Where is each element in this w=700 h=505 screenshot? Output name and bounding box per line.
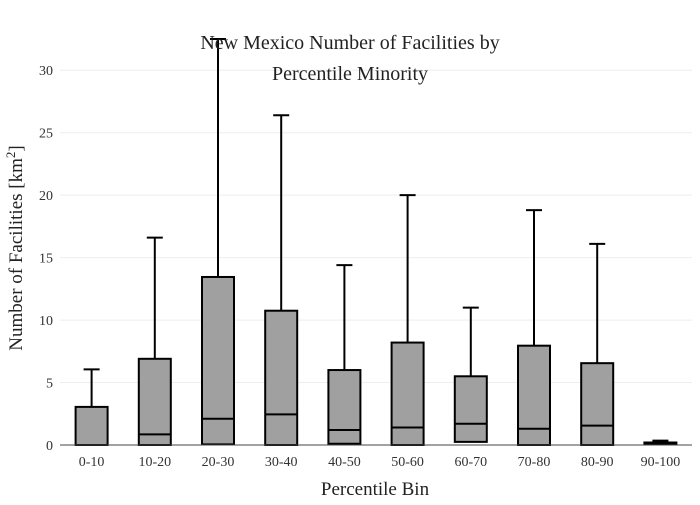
box-body <box>74 405 109 447</box>
box-20-30 <box>201 38 235 446</box>
x-tick-label: 30-40 <box>265 455 298 470</box>
y-axis-title-main: Number of Facilities [km <box>6 158 27 351</box>
x-tick-label: 90-100 <box>641 455 681 470</box>
y-axis-title-end: ] <box>6 145 27 151</box>
box-40-50 <box>327 264 362 445</box>
x-tick-label: 40-50 <box>328 455 361 470</box>
x-tick-label: 60-70 <box>454 455 487 470</box>
y-tick-labels: 0 5 10 15 20 25 30 <box>39 64 53 454</box>
x-tick-label: 0-10 <box>79 455 105 470</box>
y-tick-label: 0 <box>46 439 53 454</box>
y-tick-label: 25 <box>39 127 53 142</box>
box-layer <box>74 38 678 447</box>
box-body <box>137 357 172 446</box>
box-50-60 <box>390 194 425 446</box>
box-70-80 <box>517 209 551 446</box>
y-tick-label: 10 <box>39 314 53 329</box>
box-90-100 <box>643 439 678 446</box>
x-tick-label: 10-20 <box>138 455 171 470</box>
box-body <box>201 275 235 446</box>
x-tick-label: 50-60 <box>391 455 424 470</box>
x-axis-title: Percentile Bin <box>321 479 430 500</box>
x-tick-labels: 0-10 10-20 20-30 30-40 40-50 50-60 60-70 70-80 8… <box>79 455 680 470</box>
box-80-90 <box>580 242 615 446</box>
box-body <box>580 362 615 446</box>
y-tick-label: 15 <box>39 252 53 267</box>
y-tick-label: 30 <box>39 64 53 79</box>
box-30-40 <box>264 114 299 447</box>
box-body <box>390 341 425 446</box>
box-10-20 <box>137 236 172 446</box>
x-tick-label: 80-90 <box>581 455 614 470</box>
y-axis-title-sup: 2 <box>3 152 18 159</box>
box-body <box>453 375 488 443</box>
y-tick-label: 5 <box>46 377 53 392</box>
x-tick-label: 20-30 <box>202 455 235 470</box>
box-body <box>264 309 299 447</box>
y-axis-title: Number of Facilities [km2] <box>3 145 27 350</box>
box-body <box>517 344 551 446</box>
box-60-70 <box>453 306 488 443</box>
box-0-10 <box>74 368 109 447</box>
x-tick-label: 70-80 <box>518 455 551 470</box>
box-body <box>327 369 362 445</box>
y-tick-label: 20 <box>39 189 53 204</box>
